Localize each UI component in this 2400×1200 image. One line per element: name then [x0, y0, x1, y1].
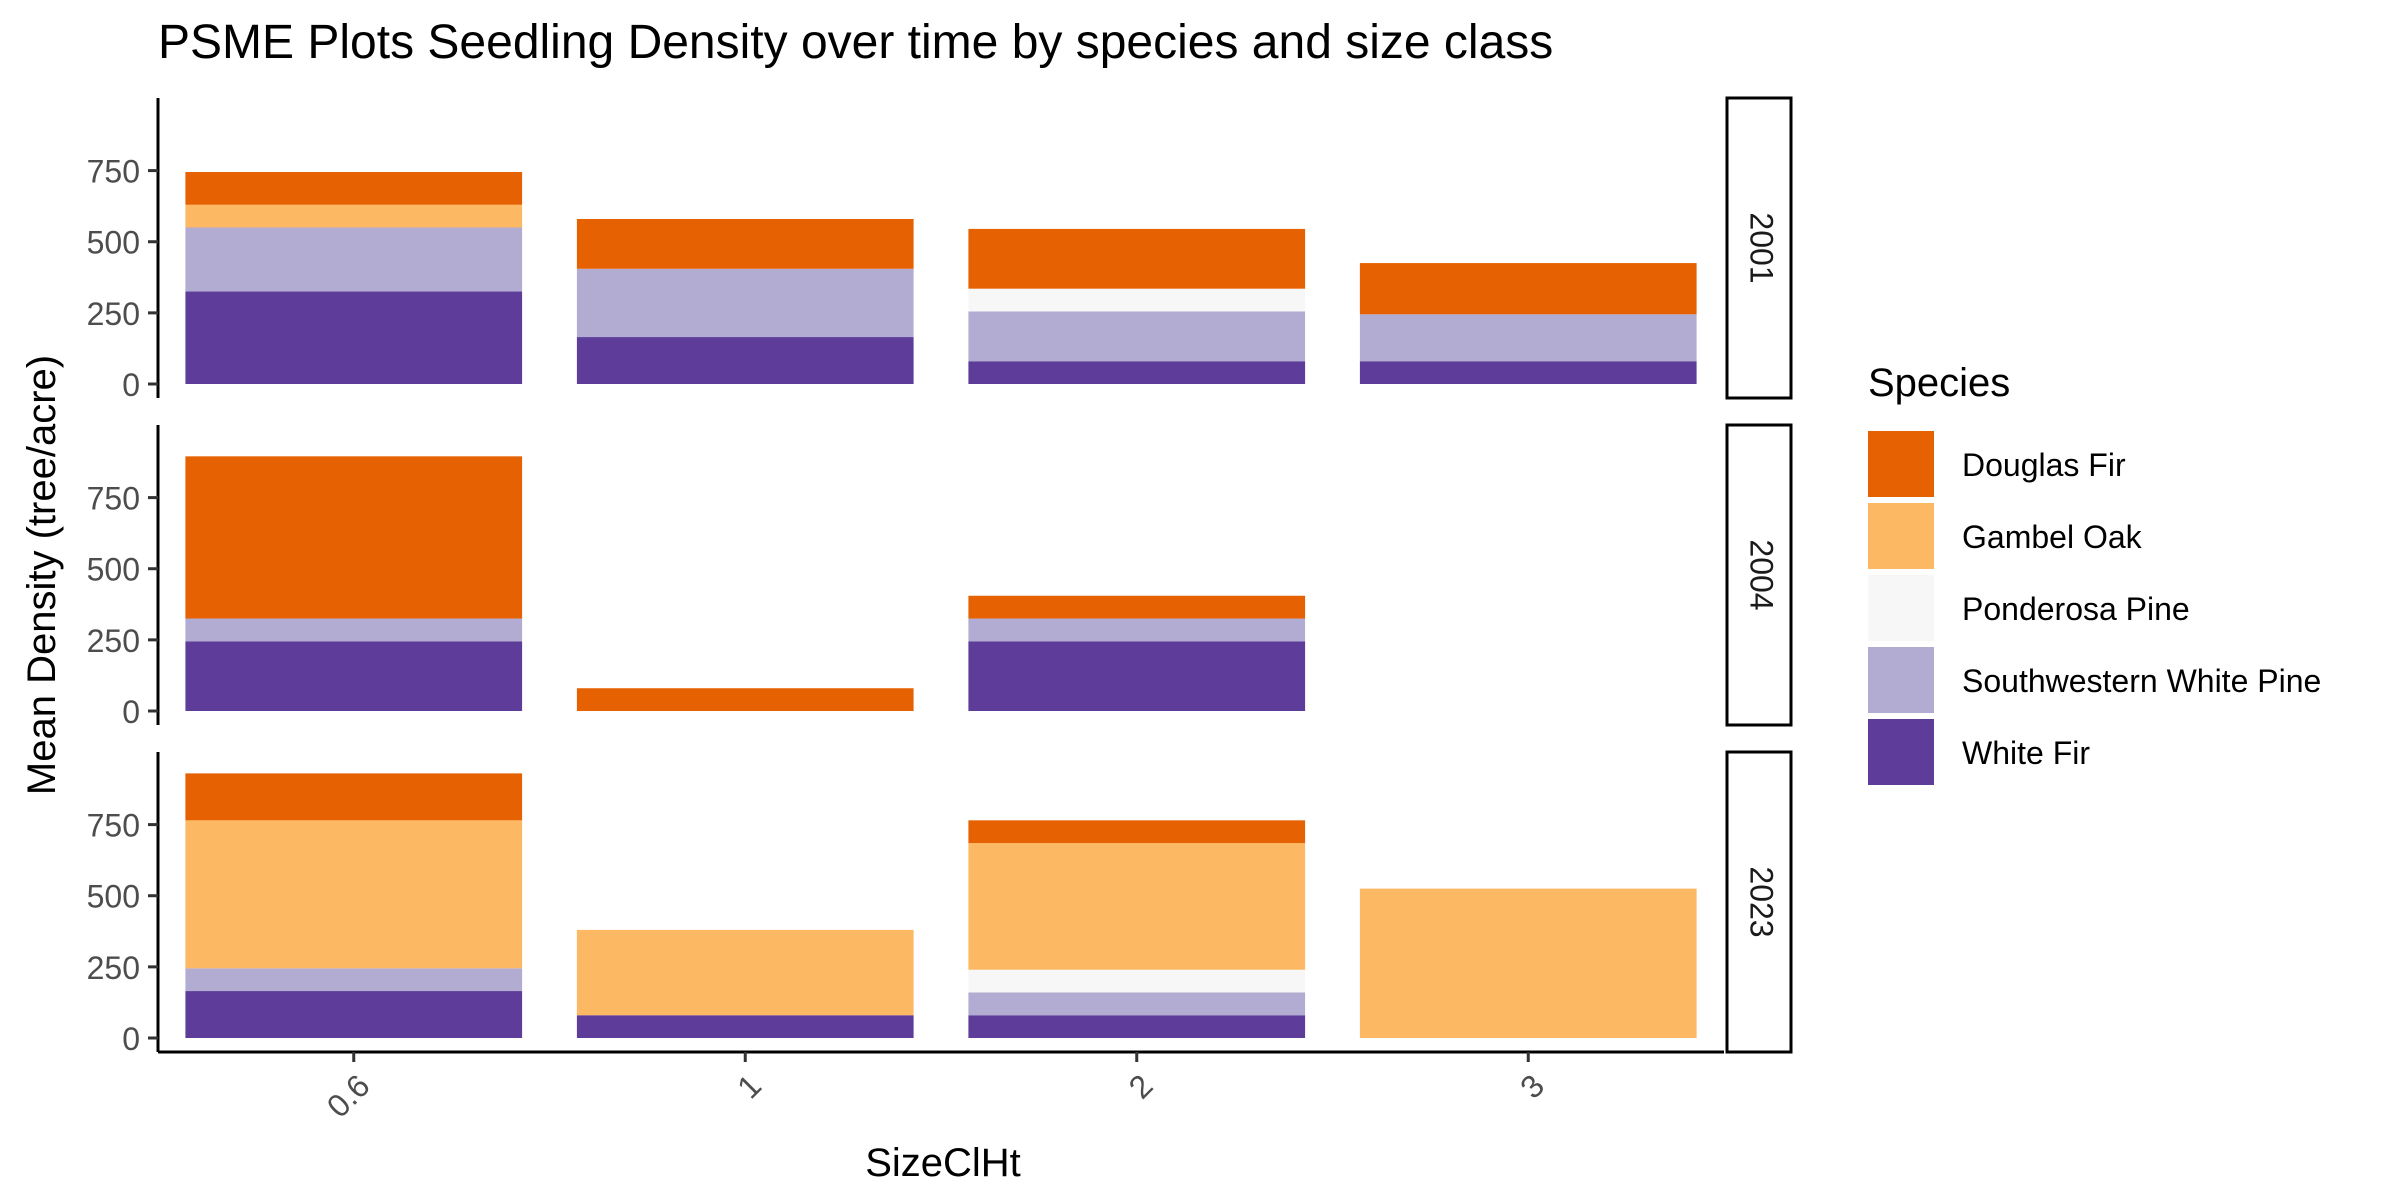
- legend-entry: Douglas Fir: [1868, 431, 2126, 497]
- y-tick-label: 500: [87, 225, 140, 261]
- y-tick-label: 750: [87, 154, 140, 190]
- bar-segment: [185, 820, 523, 969]
- bar-segment: [576, 218, 914, 269]
- legend-entry: Southwestern White Pine: [1868, 647, 2321, 713]
- x-axis: 0.6 1 2 3: [158, 1050, 1724, 1124]
- bar-segment: [968, 618, 1306, 642]
- bar-segment: [185, 968, 523, 992]
- legend-key: [1868, 431, 1934, 497]
- legend-label: Southwestern White Pine: [1962, 663, 2321, 699]
- bar-segment: [576, 337, 914, 384]
- legend-title: Species: [1868, 361, 2010, 405]
- facet-panel-2001: 0 250 500 750 2001: [87, 96, 1793, 403]
- facet-strip: [1725, 750, 1793, 1054]
- y-tick-label: 750: [87, 481, 140, 517]
- plot-area: 0 250 500 750 2001 0 250 500 750 2004 0 250 500 750 20…: [87, 96, 1793, 1057]
- bar-segment: [968, 595, 1306, 619]
- bar-segment: [968, 1015, 1306, 1038]
- bar-segment: [968, 361, 1306, 384]
- x-axis-title: SizeClHt: [865, 1141, 1021, 1185]
- x-tick-label: 3: [1513, 1067, 1551, 1105]
- bar-segment: [1359, 888, 1697, 1038]
- facet-panel-2023: 0 250 500 750 2023: [87, 750, 1793, 1057]
- bar-segment: [968, 288, 1306, 312]
- y-tick-label: 0: [122, 367, 140, 403]
- bar-segment: [576, 929, 914, 1016]
- bar-segment: [1359, 314, 1697, 362]
- legend-label: Douglas Fir: [1962, 447, 2126, 483]
- bar-segment: [968, 969, 1306, 993]
- legend-entry: Gambel Oak: [1868, 503, 2143, 569]
- bar-segment: [968, 992, 1306, 1016]
- bar-segment: [185, 618, 523, 642]
- y-axis-title: Mean Density (tree/acre): [20, 355, 64, 795]
- y-tick-label: 250: [87, 623, 140, 659]
- legend-label: Ponderosa Pine: [1962, 591, 2190, 627]
- bar-segment: [185, 227, 523, 292]
- facet-strip-label: 2023: [1744, 866, 1780, 937]
- y-tick-label: 0: [122, 1021, 140, 1057]
- facet-strip-label: 2004: [1744, 539, 1780, 610]
- bar-segment: [968, 311, 1306, 362]
- legend-key: [1868, 647, 1934, 713]
- y-tick-label: 500: [87, 552, 140, 588]
- bar-segment: [1359, 263, 1697, 315]
- bar-segment: [576, 1015, 914, 1038]
- legend-key: [1868, 503, 1934, 569]
- bar-segment: [576, 688, 914, 711]
- legend: Species Douglas Fir Gambel Oak Ponderosa P…: [1868, 361, 2321, 785]
- bar-segment: [968, 843, 1306, 970]
- bar-segment: [576, 268, 914, 338]
- y-tick-label: 250: [87, 950, 140, 986]
- y-tick-label: 0: [122, 694, 140, 730]
- bar-segment: [185, 204, 523, 228]
- chart-title: PSME Plots Seedling Density over time by…: [158, 16, 1553, 69]
- bar-segment: [185, 456, 523, 619]
- bar-segment: [185, 291, 523, 384]
- facet-strip-label: 2001: [1744, 212, 1780, 283]
- bar-segment: [968, 820, 1306, 844]
- y-tick-label: 250: [87, 296, 140, 332]
- legend-label: White Fir: [1962, 735, 2090, 771]
- facet-strip: [1725, 96, 1793, 400]
- legend-entry: Ponderosa Pine: [1868, 575, 2190, 641]
- bar-segment: [968, 641, 1306, 711]
- legend-entry: White Fir: [1868, 719, 2090, 785]
- bar-segment: [185, 172, 523, 205]
- legend-key: [1868, 575, 1934, 641]
- x-tick-label: 1: [730, 1067, 768, 1105]
- bar-segment: [1359, 361, 1697, 384]
- x-tick-label: 0.6: [320, 1067, 377, 1124]
- y-tick-label: 750: [87, 808, 140, 844]
- legend-label: Gambel Oak: [1962, 519, 2143, 555]
- facet-strip: [1725, 423, 1793, 727]
- x-tick-label: 2: [1122, 1067, 1160, 1105]
- bar-segment: [185, 991, 523, 1038]
- facet-panel-2004: 0 250 500 750 2004: [87, 423, 1793, 730]
- bar-segment: [185, 773, 523, 821]
- y-tick-label: 500: [87, 879, 140, 915]
- legend-key: [1868, 719, 1934, 785]
- bar-segment: [185, 641, 523, 711]
- bar-segment: [968, 228, 1306, 289]
